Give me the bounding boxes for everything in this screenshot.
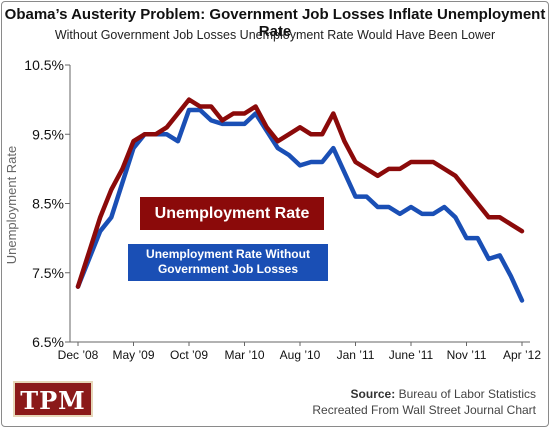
series-line-unemployment-rate bbox=[75, 97, 525, 289]
x-tick-label: May ’09 bbox=[112, 348, 154, 362]
y-axis-ticks: 10.5% 9.5% 8.5% 7.5% 6.5% bbox=[24, 57, 70, 350]
series-label-without-government-job-losses: Unemployment Rate Without Government Job… bbox=[128, 244, 328, 281]
y-tick-label: 7.5% bbox=[32, 265, 64, 281]
x-tick-label: Aug ’10 bbox=[280, 348, 321, 362]
x-tick-label: Apr ’12 bbox=[503, 348, 541, 362]
series-lines bbox=[75, 97, 525, 303]
x-tick-label: Dec ’08 bbox=[58, 348, 99, 362]
source-text: Bureau of Labor Statistics bbox=[398, 387, 536, 401]
chart-title: Obama’s Austerity Problem: Government Jo… bbox=[4, 6, 546, 40]
series-label-line-1: Unemployment Rate Without bbox=[146, 247, 310, 261]
source-recreated-note: Recreated From Wall Street Journal Chart bbox=[312, 403, 536, 417]
x-tick-label: Jan ’11 bbox=[337, 348, 375, 362]
source-label: Source: bbox=[350, 387, 396, 401]
y-tick-label: 9.5% bbox=[32, 126, 64, 142]
y-tick-label: 6.5% bbox=[32, 334, 64, 350]
x-tick-label: Nov ’11 bbox=[447, 348, 487, 362]
x-axis-ticks: Dec ’08 May ’09 Oct ’09 Mar ’10 Aug ’10 Jan ’… bbox=[58, 342, 541, 362]
y-axis-label: Unemployment Rate bbox=[4, 146, 19, 265]
source-note: Source: Bureau of Labor Statistics Recre… bbox=[312, 386, 536, 418]
x-tick-label: June ’11 bbox=[389, 348, 434, 362]
y-tick-label: 10.5% bbox=[24, 57, 64, 73]
tpm-logo: TPM bbox=[13, 381, 93, 417]
y-tick-label: 8.5% bbox=[32, 196, 64, 212]
x-tick-label: Mar ’10 bbox=[224, 348, 264, 362]
series-label-line-2: Government Job Losses bbox=[157, 262, 299, 276]
chart-subtitle: Without Government Job Losses Unemployme… bbox=[54, 28, 496, 42]
x-tick-label: Oct ’09 bbox=[170, 348, 208, 362]
series-label-unemployment-rate: Unemployment Rate bbox=[140, 197, 324, 230]
